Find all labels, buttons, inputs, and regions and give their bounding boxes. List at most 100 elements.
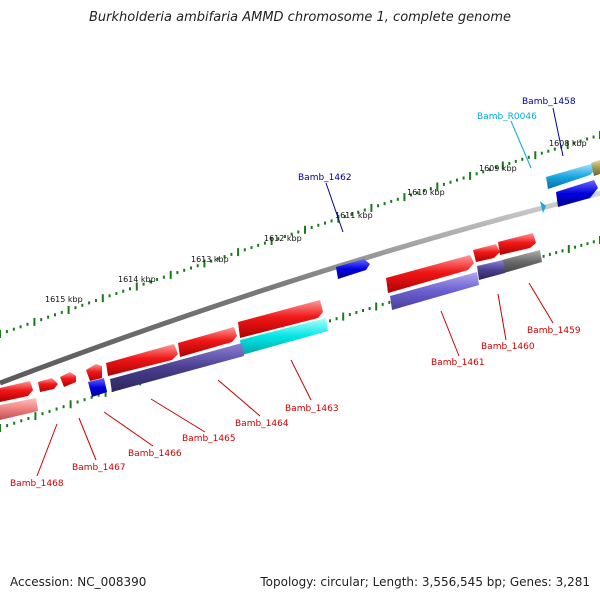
topology-text: Topology: circular; Length: 3,556,545 bp… [260,575,590,589]
outer-tick [317,223,320,227]
outer-tick [5,330,8,334]
outer-tick [514,159,517,163]
outer-tick [469,171,472,180]
outer-tick [284,234,286,238]
outer-tick [176,271,179,275]
inner-tick [548,252,551,256]
gene-label-bamb-1468: Bamb_1468 [10,479,64,489]
outer-tick [330,219,333,223]
kbp-scale: 1608 kbp 1609 kbp 1610 kbp 1611 kbp 1612… [45,139,587,304]
outer-tick [586,137,589,141]
outer-tick [237,248,240,257]
inner-tick [34,412,37,421]
outer-tick [122,289,125,293]
outer-tick [0,330,1,338]
outer-tick [277,237,280,241]
inner-tick [69,400,72,409]
gene-label-bamb-1458: Bamb_1458 [522,97,576,107]
outer-tick [592,135,595,139]
kbp-label-1614: 1614 kbp [118,275,156,284]
gene-bamb-1468-arrow [0,381,33,402]
inner-tick [388,300,391,304]
gene-bamb-1461-product [390,272,479,310]
outer-tick [449,180,452,184]
outer-tick [377,204,379,208]
forward-strand-genes [336,160,600,279]
inner-tick [76,400,79,404]
outer-tick [33,317,36,326]
leader-bamb-1466 [103,411,154,447]
inner-tick [27,417,30,420]
gene-label-bamb-1461: Bamb_1461 [431,358,485,368]
gene-bamb-1461-arrow [386,255,474,293]
outer-tick [196,264,199,268]
inner-tick [104,388,107,397]
outer-tick [162,275,165,279]
gene-bamb-1465-arrow [106,344,178,376]
gene-bamb-r0046-marker [540,201,546,213]
outer-tick [521,157,524,161]
gene-bamb-r0046-arrow [546,164,594,189]
inner-tick [20,419,23,423]
outer-tick [250,246,253,250]
outer-tick [573,141,576,145]
leader-bamb-1458 [552,107,564,157]
outer-tick [534,151,537,160]
inner-tick [329,319,331,323]
inner-tick [580,243,583,247]
outer-tick [203,259,206,268]
gene-bamb-1459-arrow [498,233,536,255]
outer-tick [357,210,360,214]
gene-bamb-1462-arrow [336,259,370,279]
outer-tick [310,226,313,229]
kbp-label-1609: 1609 kbp [479,164,517,173]
inner-tick [567,245,570,253]
leader-bamb-r0046 [510,120,532,169]
outer-tick [88,301,91,305]
cluster-left [0,300,328,420]
cluster-right [386,233,542,310]
outer-tick [324,221,326,225]
gene-bamb-1460-arrow [473,244,500,262]
outer-tick [540,151,543,155]
outer-tick [115,292,118,295]
kbp-label-1610: 1610 kbp [407,188,445,197]
outer-tick [169,270,172,279]
outer-tick-track [0,131,600,338]
leader-bamb-1460 [497,293,507,341]
inner-tick [555,251,558,255]
accession-text: Accession: NC_008390 [10,575,147,589]
gene-label-bamb-1459: Bamb_1459 [527,326,581,336]
gene-label-group: Bamb_1458 Bamb_R0046 Bamb_1462 Bamb_1459… [10,97,581,489]
outer-tick [363,208,366,212]
chromosome-backbone [0,190,600,386]
leader-bamb-1463 [290,359,312,401]
inner-tick [362,309,364,312]
outer-tick [95,299,97,302]
outer-tick [350,212,353,216]
gene-label-bamb-1466: Bamb_1466 [128,449,182,459]
outer-tick [47,315,50,319]
outer-tick [383,202,386,206]
outer-tick [547,149,550,153]
leader-bamb-1459 [528,282,554,324]
outer-tick [26,322,29,326]
inner-tick [574,245,576,249]
outer-tick [108,294,111,298]
inner-tick [62,405,65,409]
outer-tick [129,287,131,291]
outer-tick [553,147,556,151]
inner-tick [348,313,351,317]
leader-bamb-1461 [440,310,460,357]
gene-label-bamb-1460: Bamb_1460 [481,342,535,352]
inner-tick [342,312,345,321]
gene-bamb-1464-arrow [178,327,237,357]
gene-label-bamb-1465: Bamb_1465 [182,434,236,444]
gene-bamb-1459-product [502,250,542,273]
outer-tick [142,282,145,286]
gene-label-bamb-1467: Bamb_1467 [72,463,126,473]
map-title: Burkholderia ambifaria AMMD chromosome 1… [88,10,512,25]
gene-bamb-1464-product [110,343,244,392]
outer-tick [190,266,192,270]
outer-tick [40,318,43,322]
